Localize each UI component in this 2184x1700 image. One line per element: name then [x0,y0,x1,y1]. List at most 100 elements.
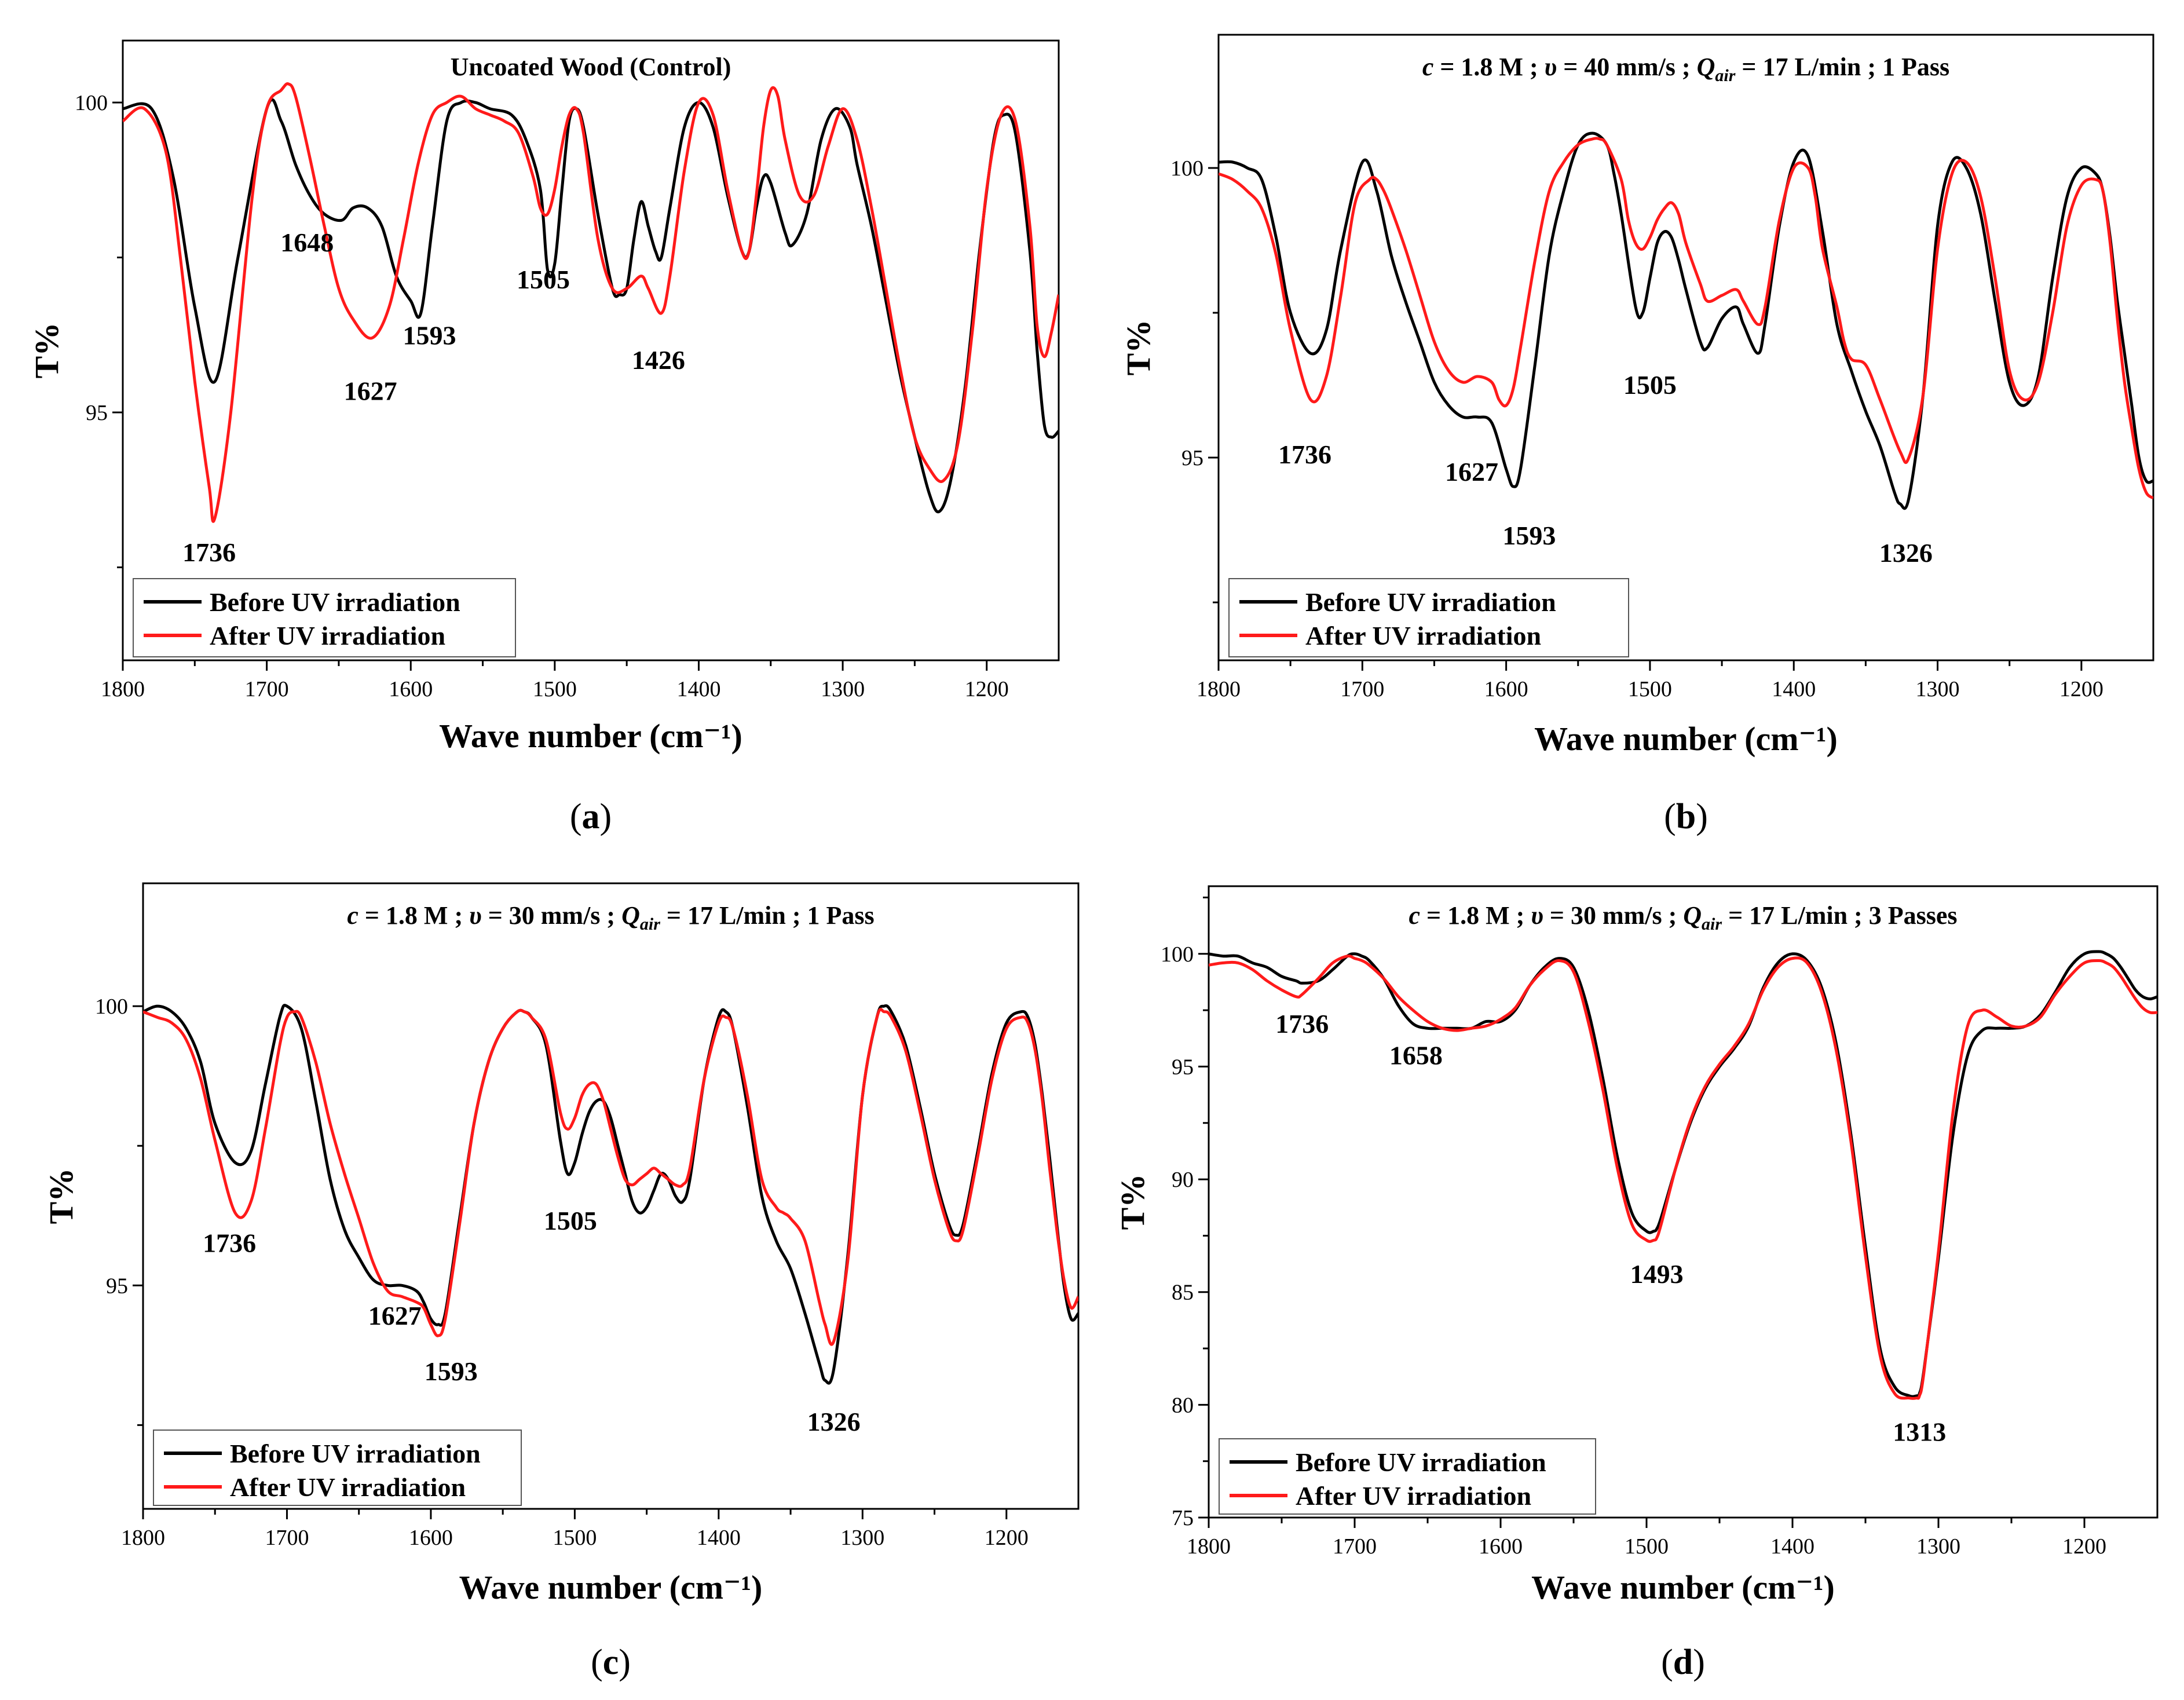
peak-label: 1736 [1275,1009,1329,1039]
x-tick-label: 1200 [985,1526,1029,1550]
x-axis-label: Wave number (cm⁻¹) [1531,1569,1835,1606]
peak-label: 1627 [344,376,397,406]
y-axis-label: T% [28,323,65,379]
series-before-line [1219,131,2153,510]
y-tick-label: 75 [1172,1506,1194,1530]
legend-label: Before UV irradiation [210,587,460,617]
peak-label: 1648 [280,228,334,257]
x-tick-label: 1800 [1187,1534,1231,1559]
x-tick-label: 1400 [1770,1534,1814,1559]
x-axis-label: Wave number (cm⁻¹) [439,717,742,755]
title-symbol-v: υ [1545,53,1557,81]
panel-a: 1800 1700 1600 1500 1400 1300 1200 95 100 Uncoate… [28,39,1060,836]
legend-label: After UV irradiation [1305,621,1541,650]
y-tick-label: 95 [86,401,108,425]
legend [1219,1438,1596,1515]
series-after-line [1219,137,2153,500]
series-before-line [143,1004,1078,1385]
title-symbol-q: Q [1683,901,1702,930]
x-tick-label: 1300 [821,677,865,701]
peak-label: 1326 [1879,538,1933,568]
title-subscript: air [640,915,660,934]
title-subscript: air [1715,66,1735,85]
peak-label: 1627 [368,1301,422,1330]
peak-label: 1593 [403,320,456,350]
title-subscript: air [1702,915,1722,934]
series-before-line [123,98,1059,514]
peak-label: 1313 [1893,1417,1946,1447]
panel-label-letter: c [603,1643,619,1682]
series-after-line [1209,954,2157,1400]
x-tick-label: 1400 [676,677,720,701]
y-tick-label: 95 [1172,1055,1194,1079]
y-tick-label: 100 [75,91,108,115]
series-after-line [123,82,1059,523]
title-segment: = 1.8 M ; [1433,53,1544,81]
title-tail: = 17 L/min ; 1 Pass [1735,53,1949,81]
x-tick-label: 1500 [1628,677,1672,701]
panel-label-letter: d [1673,1643,1693,1682]
peak-label: 1593 [1502,521,1556,550]
legend [1228,578,1629,657]
y-tick-label: 80 [1172,1393,1194,1417]
peak-label: 1505 [544,1206,597,1235]
x-tick-label: 1200 [2062,1534,2106,1559]
y-tick-label: 100 [95,995,128,1019]
x-axis-label: Wave number (cm⁻¹) [459,1569,763,1606]
peak-label: 1627 [1445,457,1498,487]
x-tick-label: 1600 [409,1526,453,1550]
peak-label: 1736 [203,1228,256,1257]
y-tick-label: 100 [1161,942,1194,967]
y-tick-label: 95 [1181,446,1203,470]
y-axis-label: T% [42,1168,80,1224]
panel-label-close-paren: ) [1693,1643,1705,1682]
title-symbol-v: υ [469,901,482,930]
y-axis-label: T% [1120,320,1157,376]
panel-label-letter: a [582,797,600,836]
x-tick-label: 1800 [1197,677,1241,701]
peak-label: 1326 [807,1407,861,1436]
panel-label: (a) [570,797,612,836]
legend-label: After UV irradiation [1296,1481,1531,1511]
legend-label: After UV irradiation [230,1472,466,1502]
plot-area [1208,885,2159,1519]
peak-label: 1426 [632,345,685,375]
panel-b: 1800 1700 1600 1500 1400 1300 1200 95 100 c = 1.8… [1120,34,2154,836]
peak-label: 1493 [1630,1259,1684,1289]
y-tick-label: 90 [1172,1168,1194,1192]
y-tick-label: 100 [1170,156,1203,181]
y-tick-label: 85 [1172,1281,1194,1305]
chart-title: c = 1.8 M ; υ = 40 mm/s ; Qair = 17 L/mi… [1422,53,1949,85]
title-symbol-v: υ [1531,901,1543,930]
title-segment: = 30 mm/s ; [482,901,621,930]
plot-area [142,882,1080,1510]
panel-d: 1800 1700 1600 1500 1400 1300 1200 75 80 85 90 95 10… [1114,885,2159,1682]
title-segment: = 1.8 M ; [358,901,469,930]
panel-label-close-paren: ) [600,797,612,836]
x-tick-label: 1700 [245,677,289,701]
plot-area [122,39,1060,661]
panel-label-open-paren: ( [570,797,582,836]
peak-label: 1505 [517,265,570,294]
x-tick-label: 1700 [1333,1534,1377,1559]
panel-label: (b) [1664,797,1708,836]
plot-area [1217,34,2154,661]
y-tick-label: 95 [106,1274,128,1298]
panel-label: (c) [591,1643,631,1682]
title-segment: = 1.8 M ; [1420,901,1531,930]
title-tail: = 17 L/min ; 3 Passes [1722,901,1957,930]
legend-label: After UV irradiation [210,621,445,650]
peak-label: 1505 [1623,370,1677,400]
panel-label: (d) [1661,1643,1705,1682]
legend [133,578,516,657]
legend [153,1430,522,1506]
panel-label-letter: b [1676,797,1696,836]
x-tick-label: 1700 [265,1526,309,1550]
x-axis-label: Wave number (cm⁻¹) [1534,720,1838,758]
chart-title: c = 1.8 M ; υ = 30 mm/s ; Qair = 17 L/mi… [347,901,874,934]
x-tick-label: 1600 [389,677,433,701]
x-tick-label: 1200 [965,677,1009,701]
x-tick-label: 1600 [1479,1534,1523,1559]
panel-label-close-paren: ) [619,1643,631,1682]
